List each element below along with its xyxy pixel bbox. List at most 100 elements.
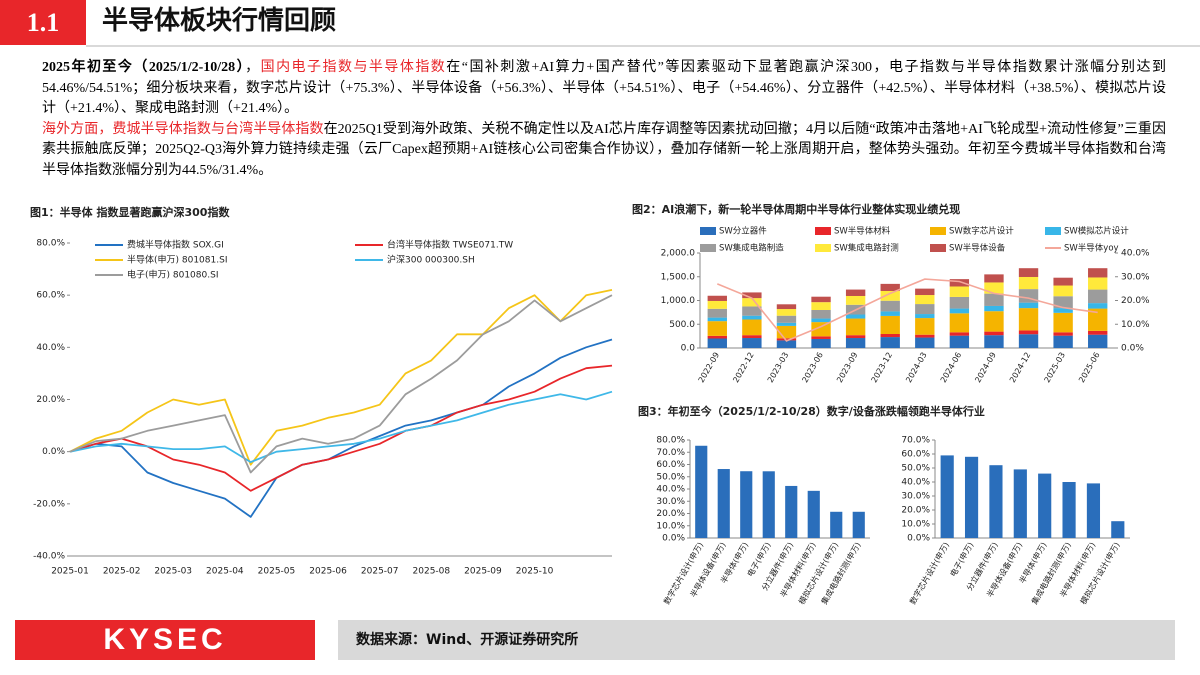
y-tick-label: 20.0% <box>656 509 685 519</box>
bar-segment <box>949 279 970 287</box>
series-line <box>69 338 613 518</box>
bar-segment <box>811 338 831 348</box>
bar-segment <box>707 338 727 348</box>
legend-swatch <box>815 244 831 252</box>
bar-segment <box>1018 268 1039 277</box>
bar-segment <box>707 300 727 309</box>
bar <box>1038 473 1052 538</box>
bar-segment <box>880 311 900 316</box>
x-tick-label: 2025-04 <box>206 567 244 577</box>
bar-segment <box>1053 308 1073 313</box>
x-tick-label: 2024-12 <box>1008 351 1033 384</box>
y-tick-label: 40.0% <box>901 478 930 488</box>
x-tick-label: 2025-10 <box>516 567 554 577</box>
bar <box>940 455 954 538</box>
y2-tick-label: 40.0% <box>1121 249 1150 259</box>
y-tick-label: 1,000.0 <box>661 296 696 306</box>
bar-segment <box>1018 330 1039 335</box>
series-line <box>69 390 613 463</box>
bar-segment <box>1018 302 1039 309</box>
y-tick-label: 70.0% <box>901 436 930 446</box>
bar-segment <box>742 292 762 299</box>
x-tick-label: 2024-06 <box>939 351 964 384</box>
bar <box>830 511 843 538</box>
bar-segment <box>776 315 797 323</box>
bar-segment <box>880 337 900 348</box>
legend-label: SW集成电路封测 <box>834 243 899 254</box>
y-tick-label: 40.0% <box>656 485 685 495</box>
bar-segment <box>880 300 900 312</box>
bar-segment <box>949 332 970 336</box>
bar-segment <box>984 331 1004 336</box>
header-rule <box>86 45 1200 47</box>
bar-segment <box>915 288 935 296</box>
bar-segment <box>915 337 935 348</box>
x-tick-label: 2025-06 <box>1077 351 1102 384</box>
y-tick-label: 80.0% <box>656 436 685 446</box>
bar <box>964 456 979 538</box>
bar <box>1013 469 1027 538</box>
bar-segment <box>742 319 762 336</box>
text-run: 2025年初至今（2025/1/2-10/28） <box>42 60 246 75</box>
bar-segment <box>984 274 1004 283</box>
bar-segment <box>1088 308 1108 331</box>
y-tick-label: 20.0% <box>36 395 65 405</box>
bar-segment <box>1018 276 1039 290</box>
bar-segment <box>949 335 970 348</box>
legend-swatch <box>1045 227 1061 235</box>
x-tick-label: 2025-01 <box>51 567 89 577</box>
bar-segment <box>1053 332 1073 336</box>
bar-segment <box>984 335 1004 348</box>
bar-segment <box>742 306 762 316</box>
bar <box>695 445 708 538</box>
x-tick-label: 模拟芯片设计(申万) <box>796 540 840 606</box>
y-tick-label: 20.0% <box>901 506 930 516</box>
bar-segment <box>1053 296 1073 309</box>
x-tick-label: 2023-06 <box>800 351 825 384</box>
y-tick-label: 60.0% <box>901 450 930 460</box>
text-run: 在2025Q1受到海外政策、关税不确定性以及AI芯片库存调整等因素扰动回撤；4月… <box>42 121 1166 178</box>
bar <box>785 485 798 538</box>
bar-segment <box>811 336 831 339</box>
bar-segment <box>1088 268 1108 278</box>
bar-segment <box>742 315 762 320</box>
bar-segment <box>776 309 797 316</box>
bar-segment <box>915 318 935 335</box>
x-tick-label: 2025-03 <box>1043 351 1068 384</box>
y-tick-label: -20.0% <box>33 499 65 509</box>
bar <box>717 469 730 538</box>
bar-segment <box>707 317 727 322</box>
x-tick-label: 2023-12 <box>870 351 895 384</box>
bar-segment <box>742 298 762 307</box>
bar-segment <box>845 338 866 348</box>
series-line <box>716 278 1098 342</box>
bar-segment <box>1088 330 1108 335</box>
x-tick-label: 2023-09 <box>835 351 860 384</box>
y-tick-label: 10.0% <box>656 521 685 531</box>
y2-tick-label: 10.0% <box>1121 320 1150 330</box>
bar-segment <box>1088 277 1108 290</box>
bar-segment <box>707 295 727 301</box>
y-tick-label: 0.0% <box>907 534 930 544</box>
legend-label: SW模拟芯片设计 <box>1064 226 1129 237</box>
bar-segment <box>742 338 762 348</box>
x-tick-label: 2025-03 <box>154 567 192 577</box>
x-tick-label: 2024-09 <box>973 351 998 384</box>
y-tick-label: 80.0% <box>36 239 65 249</box>
legend-label: SW数字芯片设计 <box>949 226 1014 237</box>
bar-segment <box>949 296 970 309</box>
bar <box>1111 521 1125 538</box>
x-tick-label: 2025-06 <box>309 567 347 577</box>
y-tick-label: 30.0% <box>901 492 930 502</box>
legend-label: SW集成电路制造 <box>719 243 784 254</box>
y-tick-label: 0.0 <box>681 344 696 354</box>
x-tick-label: 数字芯片设计(申万) <box>661 540 705 606</box>
bar-segment <box>1018 334 1039 348</box>
legend-label: SW半导体材料 <box>834 226 891 237</box>
bar-segment <box>949 313 970 333</box>
paragraph: 海外方面，费城半导体指数与台湾半导体指数在2025Q1受到海外政策、关税不确定性… <box>42 120 1166 182</box>
bar <box>740 471 753 538</box>
y-tick-label: 0.0% <box>662 534 685 544</box>
bar-segment <box>949 308 970 314</box>
x-tick-label: 2025-07 <box>361 567 399 577</box>
